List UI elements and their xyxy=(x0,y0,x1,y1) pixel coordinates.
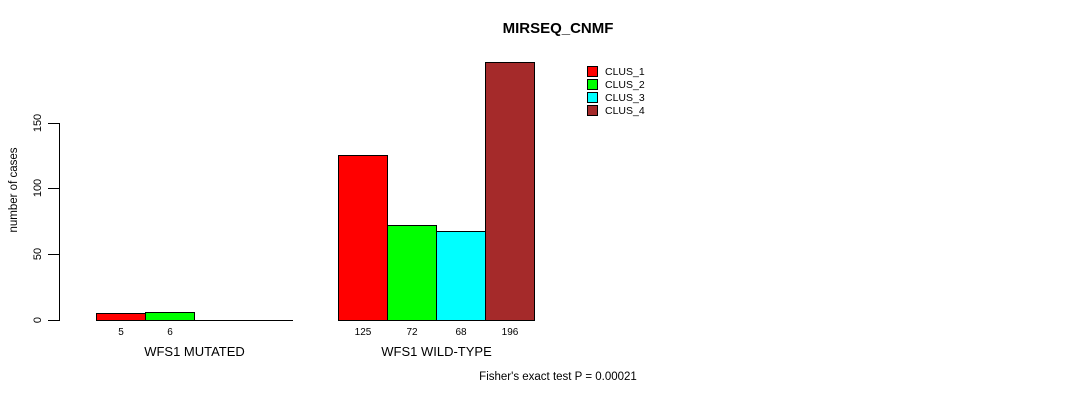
legend-label: CLUS_4 xyxy=(605,104,645,117)
chart-title: MIRSEQ_CNMF xyxy=(502,20,614,37)
bar-clus_1 xyxy=(338,155,388,321)
bar-clus_3 xyxy=(436,231,486,321)
bar-clus_2 xyxy=(387,225,437,321)
legend-label: CLUS_2 xyxy=(605,78,645,91)
bar-clus_4 xyxy=(485,62,535,321)
y-axis-tick-label: 150 xyxy=(32,113,44,132)
bar-value-label: 68 xyxy=(455,327,467,338)
fisher-test-annotation: Fisher's exact test P = 0.00021 xyxy=(479,371,637,383)
legend-label: CLUS_3 xyxy=(605,91,645,104)
y-axis-tick-label: 0 xyxy=(32,316,44,324)
legend-item: CLUS_3 xyxy=(587,91,645,104)
y-axis-tick xyxy=(48,320,60,321)
legend: CLUS_1 CLUS_2 CLUS_3 CLUS_4 xyxy=(587,65,645,117)
legend-swatch-clus_4 xyxy=(587,105,598,116)
bar-value-label: 125 xyxy=(354,327,372,338)
group-label: WFS1 MUTATED xyxy=(144,344,245,359)
zero-bar-clus_3 xyxy=(194,320,244,321)
y-axis-tick-label: 100 xyxy=(32,179,44,198)
y-axis-tick-label: 50 xyxy=(32,248,44,261)
y-axis-tick xyxy=(48,254,60,256)
legend-item: CLUS_2 xyxy=(587,78,645,91)
bar-value-label: 5 xyxy=(118,327,124,338)
y-axis-tick xyxy=(48,188,60,190)
y-axis-line xyxy=(59,122,60,321)
legend-swatch-clus_1 xyxy=(587,66,598,77)
bar-clus_1 xyxy=(96,313,146,321)
legend-label: CLUS_1 xyxy=(605,65,645,78)
legend-swatch-clus_2 xyxy=(587,79,598,90)
y-axis-tick xyxy=(48,122,60,124)
legend-item: CLUS_1 xyxy=(587,65,645,78)
legend-swatch-clus_3 xyxy=(587,92,598,103)
zero-bar-clus_4 xyxy=(243,320,293,321)
bar-value-label: 6 xyxy=(167,327,173,338)
bar-value-label: 72 xyxy=(406,327,418,338)
bar-clus_2 xyxy=(145,312,195,321)
legend-item: CLUS_4 xyxy=(587,104,645,117)
bar-value-label: 196 xyxy=(501,327,519,338)
group-label: WFS1 WILD-TYPE xyxy=(381,344,492,359)
